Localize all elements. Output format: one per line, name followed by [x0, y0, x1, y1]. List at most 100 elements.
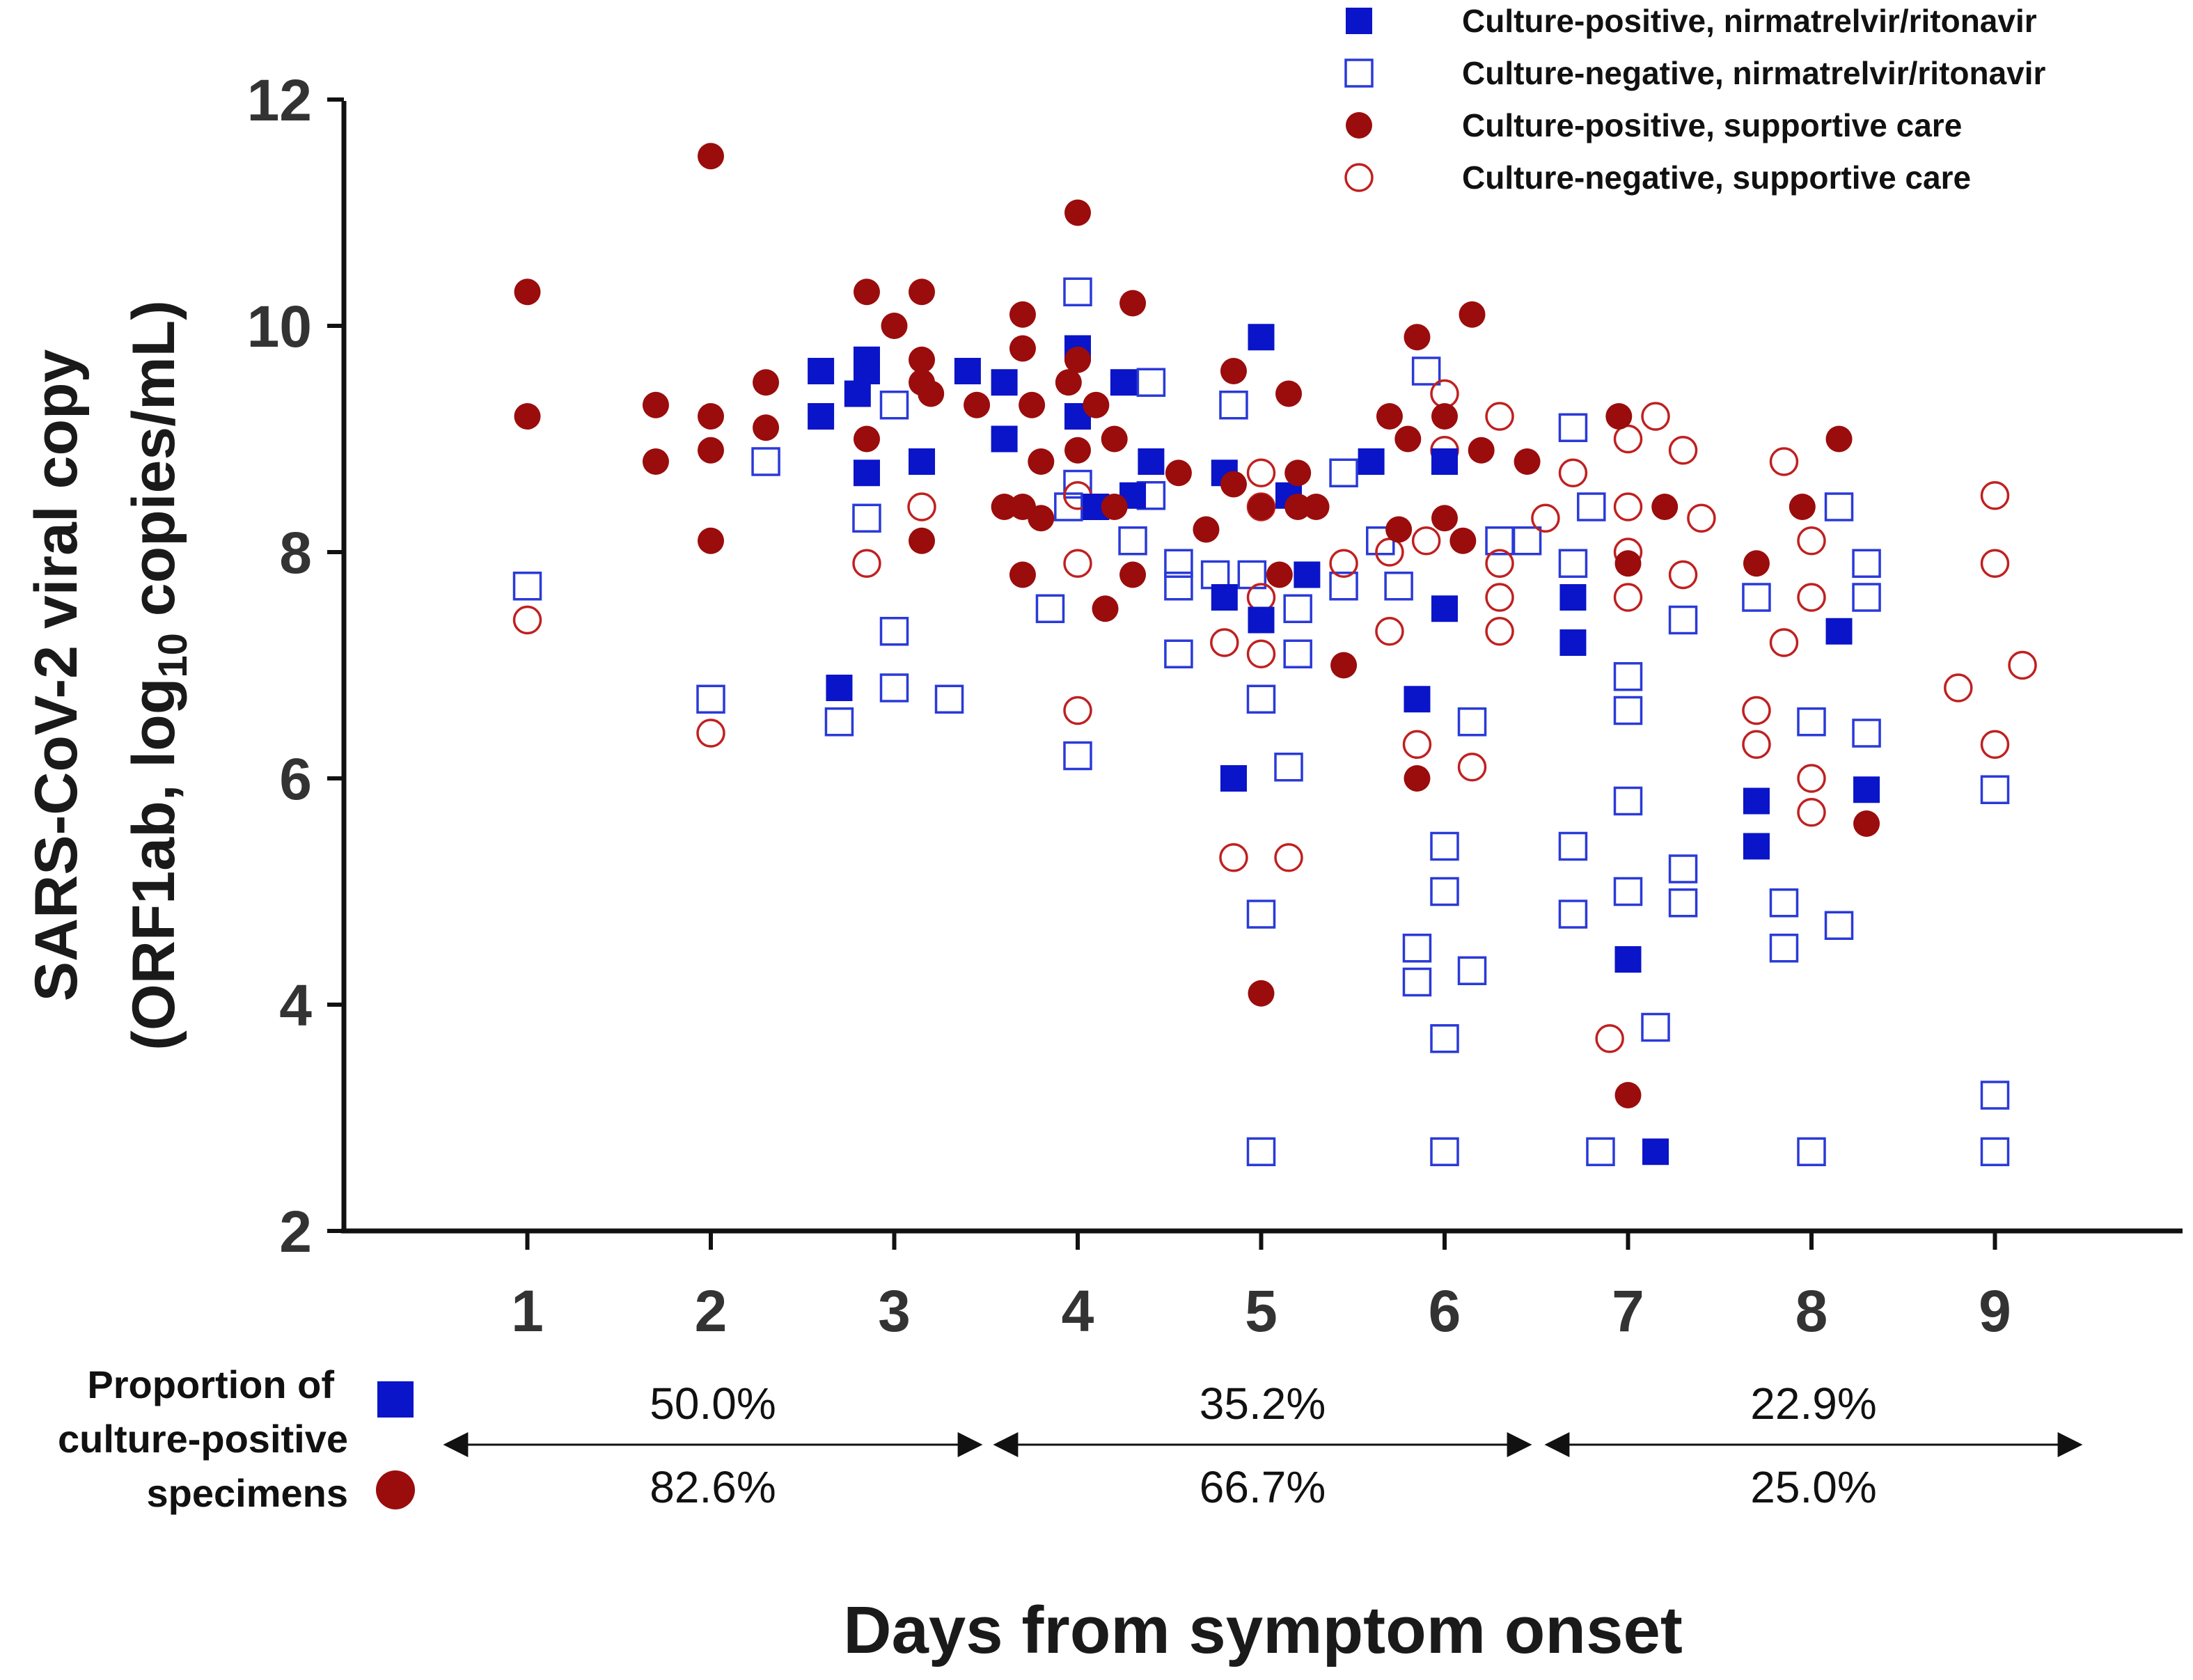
y-ticks: 2 4 6 8 10 12 — [247, 68, 344, 1264]
point-s2-16 — [918, 380, 945, 407]
point-s1-17 — [1164, 549, 1193, 578]
point-s3-41 — [1797, 526, 1826, 556]
point-s0-33 — [1743, 833, 1770, 860]
point-s3-22 — [1485, 549, 1514, 578]
point-s1-24 — [1246, 900, 1276, 929]
point-s2-43 — [1266, 561, 1293, 588]
point-s1-48 — [1577, 492, 1606, 521]
point-s2-52 — [1404, 324, 1431, 351]
point-s2-64 — [1743, 550, 1770, 577]
point-s2-46 — [1284, 494, 1312, 520]
point-s1-70 — [1980, 1137, 2010, 1166]
point-s1-26 — [1283, 594, 1312, 623]
point-s3-0 — [512, 605, 542, 635]
point-s2-9 — [753, 414, 780, 441]
point-s1-67 — [1852, 719, 1881, 748]
point-s2-32 — [1092, 595, 1119, 622]
point-s1-18 — [1164, 572, 1193, 601]
point-s2-45 — [1284, 460, 1312, 487]
point-s1-8 — [934, 684, 964, 714]
point-s3-19 — [1430, 379, 1459, 409]
legend-marker-2 — [1346, 112, 1372, 139]
point-s0-29 — [1559, 629, 1587, 656]
point-s0-32 — [1743, 787, 1770, 815]
point-s3-14 — [1329, 549, 1358, 578]
point-s1-64 — [1797, 1137, 1826, 1166]
point-s2-47 — [1303, 494, 1330, 520]
point-s2-3 — [642, 448, 669, 475]
point-s2-40 — [1220, 471, 1247, 498]
point-s2-55 — [1431, 505, 1458, 532]
point-s2-61 — [1614, 550, 1642, 577]
point-s2-59 — [1514, 448, 1541, 475]
data-points — [512, 143, 2037, 1166]
point-s1-15 — [1136, 368, 1166, 397]
point-s1-54 — [1641, 1012, 1670, 1042]
point-s2-12 — [881, 313, 908, 339]
point-s1-52 — [1613, 786, 1643, 816]
point-s1-10 — [1054, 492, 1083, 521]
point-s1-9 — [1035, 594, 1065, 623]
point-s1-43 — [1512, 526, 1542, 556]
x-ticks: 1 2 3 4 5 6 7 8 9 — [511, 1231, 2011, 1344]
proportion-label-line-2: specimens — [147, 1471, 349, 1515]
point-s1-0 — [512, 572, 542, 601]
point-s1-58 — [1742, 583, 1771, 612]
x-tick-label-2: 3 — [878, 1278, 911, 1344]
point-s2-48 — [1330, 652, 1358, 679]
point-s2-39 — [1220, 358, 1247, 384]
point-s0-6 — [826, 675, 853, 701]
point-s2-17 — [909, 527, 936, 554]
point-s2-58 — [1468, 437, 1495, 464]
point-s0-0 — [808, 358, 835, 384]
point-s3-28 — [1595, 1024, 1624, 1053]
y-axis-title-line1: SARS-CoV-2 viral copy — [23, 349, 90, 1001]
point-s2-28 — [1064, 199, 1091, 226]
point-s2-7 — [698, 527, 724, 554]
point-s3-9 — [1246, 458, 1276, 487]
point-s1-45 — [1558, 549, 1588, 578]
point-s3-21 — [1485, 402, 1514, 431]
x-tick-label-5: 6 — [1429, 1278, 1461, 1344]
point-s2-42 — [1248, 980, 1275, 1007]
x-tick-label-7: 8 — [1795, 1278, 1828, 1344]
point-s3-26 — [1531, 503, 1560, 533]
point-s1-21 — [1219, 391, 1248, 420]
point-s2-37 — [1165, 460, 1192, 487]
proportion-nirmatrelvir-1: 35.2% — [1200, 1379, 1326, 1429]
point-s2-62 — [1614, 1082, 1642, 1108]
point-s1-34 — [1402, 934, 1432, 963]
point-s3-43 — [1797, 764, 1826, 793]
point-s1-46 — [1558, 831, 1588, 861]
point-s2-49 — [1376, 403, 1403, 430]
point-s2-10 — [853, 278, 880, 306]
point-s1-57 — [1668, 888, 1698, 918]
legend-label-2: Culture-positive, supportive care — [1462, 107, 1962, 143]
legend-marker-3 — [1344, 163, 1374, 192]
point-s2-26 — [1028, 505, 1055, 532]
y-tick-label-1: 4 — [279, 973, 312, 1038]
point-s2-57 — [1459, 301, 1486, 328]
point-s0-9 — [991, 369, 1018, 396]
point-s3-17 — [1411, 526, 1441, 556]
point-s1-13 — [1063, 741, 1092, 771]
legend-label-0: Culture-positive, nirmatrelvir/ritonavir — [1462, 3, 2037, 39]
point-s1-25 — [1246, 1137, 1276, 1166]
point-s0-16 — [1138, 448, 1165, 475]
proportion-supportive-1: 66.7% — [1200, 1462, 1326, 1512]
point-s0-21 — [1248, 606, 1275, 634]
point-s1-41 — [1457, 956, 1487, 985]
point-s2-4 — [698, 143, 724, 170]
point-s0-25 — [1431, 448, 1458, 475]
point-s0-30 — [1614, 946, 1642, 973]
point-s0-14 — [1110, 369, 1137, 396]
proportion-nirmatrelvir-2: 22.9% — [1750, 1379, 1876, 1429]
point-s1-61 — [1769, 934, 1799, 963]
point-s3-44 — [1797, 798, 1826, 827]
point-s3-42 — [1797, 583, 1826, 612]
point-s3-40 — [1769, 628, 1799, 657]
y-tick-label-3: 8 — [279, 520, 312, 586]
point-s2-51 — [1394, 425, 1422, 453]
point-s1-47 — [1558, 900, 1588, 929]
